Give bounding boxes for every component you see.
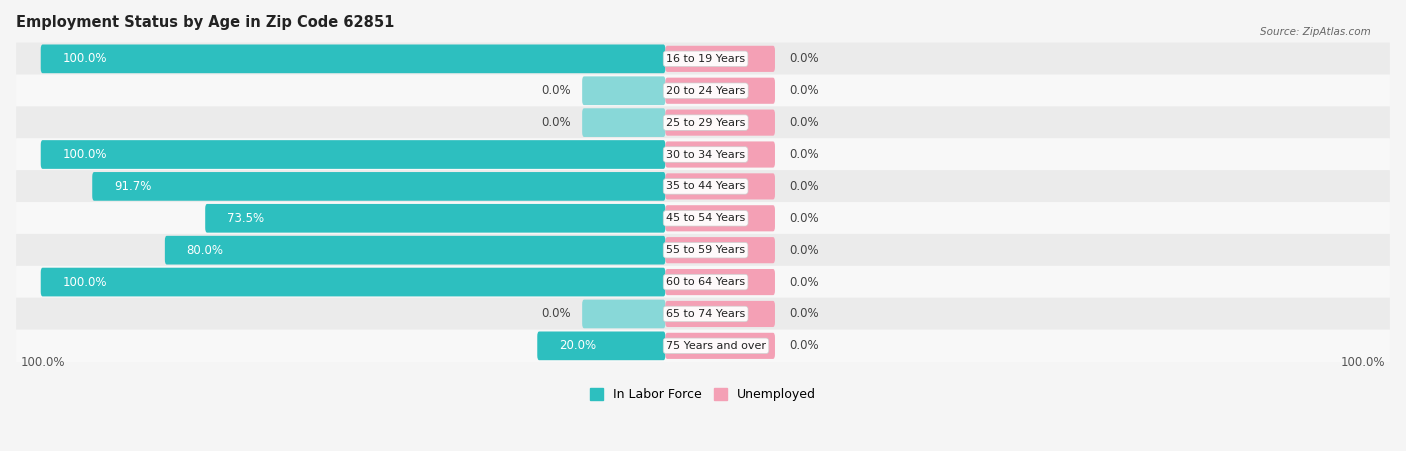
- FancyBboxPatch shape: [15, 330, 1391, 362]
- FancyBboxPatch shape: [15, 74, 1391, 107]
- Text: 55 to 59 Years: 55 to 59 Years: [666, 245, 745, 255]
- FancyBboxPatch shape: [665, 46, 775, 72]
- FancyBboxPatch shape: [93, 172, 665, 201]
- Text: 0.0%: 0.0%: [789, 276, 818, 289]
- Text: 0.0%: 0.0%: [789, 84, 818, 97]
- FancyBboxPatch shape: [15, 298, 1391, 330]
- FancyBboxPatch shape: [665, 205, 775, 231]
- Text: 100.0%: 100.0%: [62, 276, 107, 289]
- FancyBboxPatch shape: [665, 301, 775, 327]
- FancyBboxPatch shape: [665, 333, 775, 359]
- Text: 45 to 54 Years: 45 to 54 Years: [666, 213, 745, 223]
- FancyBboxPatch shape: [582, 108, 665, 137]
- FancyBboxPatch shape: [15, 266, 1391, 298]
- Text: 60 to 64 Years: 60 to 64 Years: [666, 277, 745, 287]
- FancyBboxPatch shape: [665, 173, 775, 199]
- Text: 100.0%: 100.0%: [62, 52, 107, 65]
- Text: 16 to 19 Years: 16 to 19 Years: [666, 54, 745, 64]
- FancyBboxPatch shape: [665, 142, 775, 168]
- Text: 0.0%: 0.0%: [789, 52, 818, 65]
- Text: Employment Status by Age in Zip Code 62851: Employment Status by Age in Zip Code 628…: [17, 15, 395, 30]
- Text: 100.0%: 100.0%: [1341, 356, 1385, 369]
- Text: 0.0%: 0.0%: [789, 244, 818, 257]
- FancyBboxPatch shape: [582, 299, 665, 328]
- Text: 25 to 29 Years: 25 to 29 Years: [666, 118, 745, 128]
- FancyBboxPatch shape: [665, 110, 775, 136]
- FancyBboxPatch shape: [41, 45, 665, 73]
- Text: 100.0%: 100.0%: [21, 356, 65, 369]
- Text: 0.0%: 0.0%: [789, 180, 818, 193]
- Text: 0.0%: 0.0%: [789, 212, 818, 225]
- Text: 100.0%: 100.0%: [62, 148, 107, 161]
- FancyBboxPatch shape: [665, 269, 775, 295]
- Text: 91.7%: 91.7%: [114, 180, 152, 193]
- FancyBboxPatch shape: [665, 237, 775, 263]
- FancyBboxPatch shape: [15, 170, 1391, 202]
- Text: 0.0%: 0.0%: [789, 148, 818, 161]
- FancyBboxPatch shape: [665, 78, 775, 104]
- Text: 20.0%: 20.0%: [560, 339, 596, 352]
- FancyBboxPatch shape: [537, 331, 665, 360]
- Text: 0.0%: 0.0%: [541, 84, 571, 97]
- FancyBboxPatch shape: [15, 202, 1391, 235]
- Text: 20 to 24 Years: 20 to 24 Years: [666, 86, 745, 96]
- Text: 35 to 44 Years: 35 to 44 Years: [666, 181, 745, 191]
- Text: 80.0%: 80.0%: [187, 244, 224, 257]
- Text: 73.5%: 73.5%: [226, 212, 264, 225]
- FancyBboxPatch shape: [15, 234, 1391, 267]
- FancyBboxPatch shape: [205, 204, 665, 233]
- Text: 0.0%: 0.0%: [789, 339, 818, 352]
- Text: Source: ZipAtlas.com: Source: ZipAtlas.com: [1260, 27, 1371, 37]
- Text: 0.0%: 0.0%: [541, 308, 571, 321]
- FancyBboxPatch shape: [15, 42, 1391, 75]
- FancyBboxPatch shape: [165, 236, 665, 265]
- Text: 30 to 34 Years: 30 to 34 Years: [666, 150, 745, 160]
- Text: 0.0%: 0.0%: [541, 116, 571, 129]
- Text: 0.0%: 0.0%: [789, 308, 818, 321]
- FancyBboxPatch shape: [15, 138, 1391, 171]
- FancyBboxPatch shape: [41, 268, 665, 296]
- FancyBboxPatch shape: [582, 76, 665, 105]
- Legend: In Labor Force, Unemployed: In Labor Force, Unemployed: [585, 383, 821, 406]
- Text: 0.0%: 0.0%: [789, 116, 818, 129]
- Text: 75 Years and over: 75 Years and over: [666, 341, 766, 351]
- FancyBboxPatch shape: [15, 106, 1391, 139]
- FancyBboxPatch shape: [41, 140, 665, 169]
- Text: 65 to 74 Years: 65 to 74 Years: [666, 309, 745, 319]
